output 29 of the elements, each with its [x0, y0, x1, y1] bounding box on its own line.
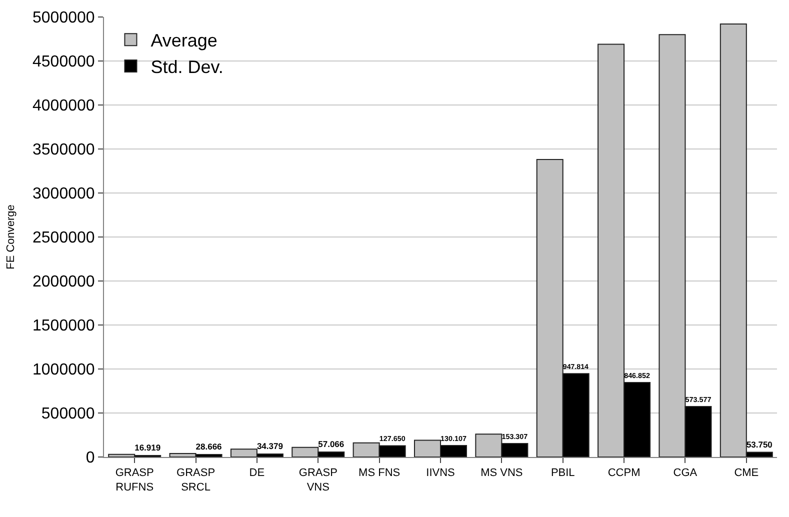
- x-tick-label: IIVNS: [426, 467, 455, 480]
- y-axis-title: FE Converge: [5, 204, 18, 270]
- y-tick-label: 0: [86, 450, 95, 467]
- x-tick-label: GRASP SRCL: [176, 467, 216, 494]
- data-label: 16.919: [134, 442, 161, 453]
- x-tick-label: MS VNS: [480, 467, 523, 480]
- y-tick-label: 4500000: [32, 54, 95, 71]
- x-tick-label: CCPM: [608, 467, 640, 480]
- x-tick-label: CGA: [673, 467, 698, 480]
- data-label: 34.379: [256, 441, 284, 452]
- y-tick-label: 1000000: [32, 362, 95, 379]
- x-tick-label: PBIL: [550, 467, 575, 480]
- y-tick-label: 2000000: [32, 274, 95, 291]
- legend-label: Average: [150, 30, 218, 51]
- data-label: 57.066: [318, 439, 344, 450]
- y-tick-label: 3000000: [32, 186, 95, 203]
- y-tick-label: 4000000: [32, 98, 95, 115]
- legend-label: Std. Dev.: [150, 57, 224, 78]
- x-tick-label: DE: [249, 467, 265, 480]
- y-tick-label: 1500000: [32, 318, 95, 335]
- x-tick-label: CME: [734, 467, 759, 480]
- x-tick-label: GRASP VNS: [298, 467, 338, 494]
- y-tick-label: 3500000: [32, 142, 95, 159]
- y-tick-label: 500000: [41, 406, 95, 423]
- x-tick-label: GRASP RUFNS: [115, 467, 154, 494]
- x-tick-label: MS FNS: [358, 467, 400, 480]
- y-tick-label: 5000000: [32, 10, 95, 27]
- data-label: 28.666: [196, 442, 222, 452]
- y-tick-label: 2500000: [32, 230, 95, 247]
